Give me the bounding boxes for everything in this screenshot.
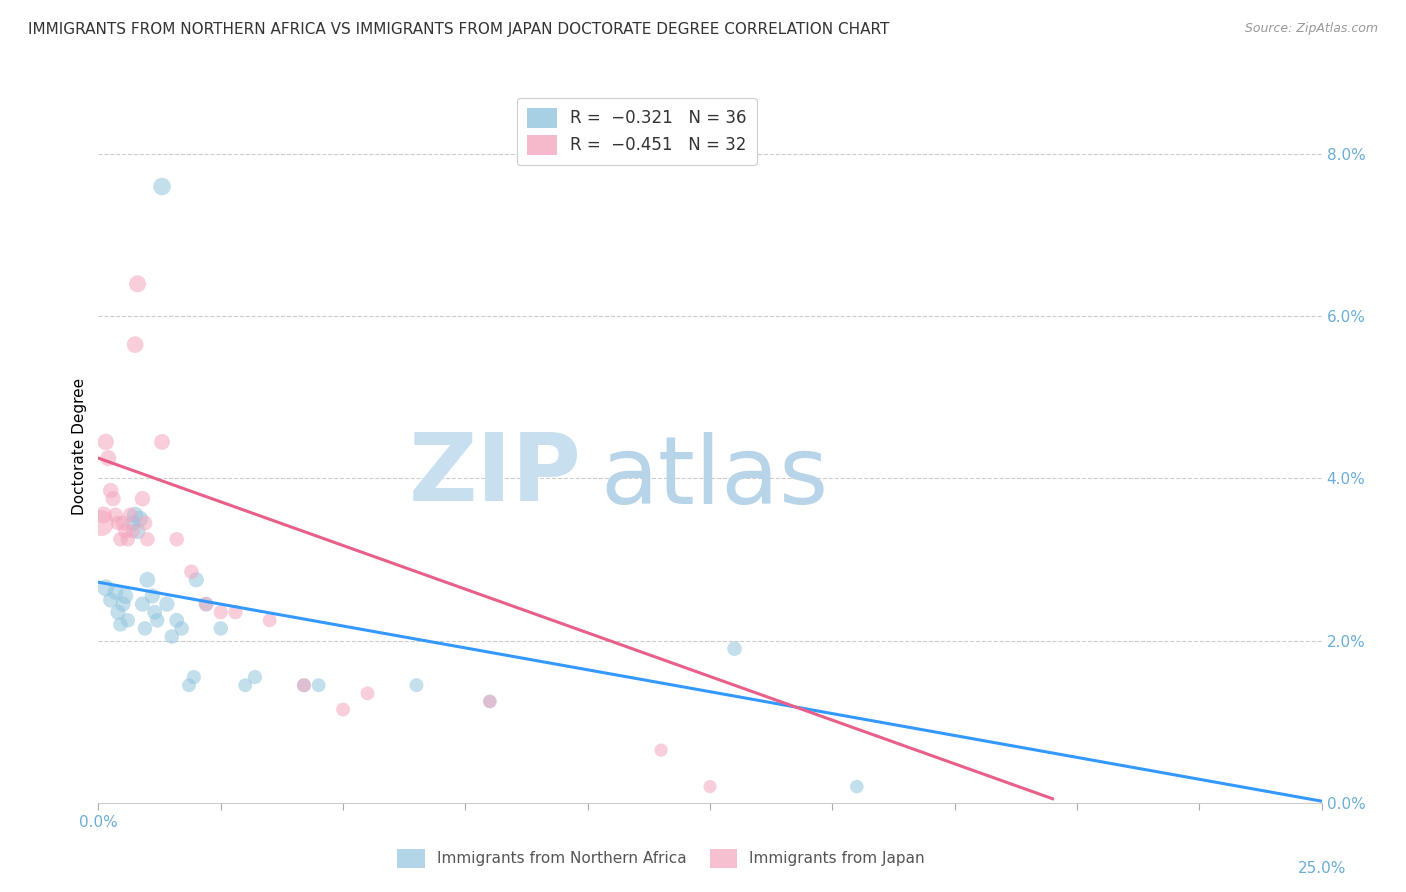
Point [91,508,114,522]
Point [90,516,112,530]
Text: ZIP: ZIP [409,428,582,521]
Point [129,512,152,526]
Point [233,678,256,692]
Point [143,605,166,619]
Point [723,641,745,656]
Point [94,434,117,449]
Point [136,533,159,547]
Point [124,508,146,522]
Point [100,593,122,607]
Point [134,516,156,530]
Point [146,613,169,627]
Point [117,613,139,627]
Point [292,678,315,692]
Point [209,605,232,619]
Point [356,686,378,700]
Point [111,516,134,530]
Point [127,524,149,538]
Point [131,491,153,506]
Point [104,585,127,599]
Text: atlas: atlas [600,432,828,524]
Point [845,780,868,794]
Text: 25.0%: 25.0% [1298,861,1346,876]
Point [195,597,218,611]
Point [209,622,232,636]
Text: IMMIGRANTS FROM NORTHERN AFRICA VS IMMIGRANTS FROM JAPAN DOCTORATE DEGREE CORREL: IMMIGRANTS FROM NORTHERN AFRICA VS IMMIG… [28,22,890,37]
Point [121,516,143,530]
Point [124,337,146,351]
Point [120,508,142,522]
Point [177,678,200,692]
Point [127,277,149,291]
Point [114,589,136,603]
Point [110,617,132,632]
Point [308,678,330,692]
Point [117,533,139,547]
Point [650,743,672,757]
Point [699,780,721,794]
Point [160,630,183,644]
Point [107,516,129,530]
Point [150,179,173,194]
Point [405,678,427,692]
Point [136,573,159,587]
Legend: Immigrants from Northern Africa, Immigrants from Japan: Immigrants from Northern Africa, Immigra… [391,843,931,873]
Point [94,581,117,595]
Point [114,524,136,538]
Point [478,694,501,708]
Point [478,694,501,708]
Point [180,565,202,579]
Point [141,589,163,603]
Point [97,451,120,466]
Point [243,670,266,684]
Point [104,508,127,522]
Point [224,605,246,619]
Text: Source: ZipAtlas.com: Source: ZipAtlas.com [1244,22,1378,36]
Point [101,491,124,506]
Point [332,702,354,716]
Point [150,434,173,449]
Point [131,597,153,611]
Y-axis label: Doctorate Degree: Doctorate Degree [72,377,87,515]
Point [292,678,315,692]
Point [134,622,156,636]
Point [195,597,218,611]
Point [183,670,205,684]
Point [156,597,179,611]
Point [111,597,134,611]
Point [166,533,188,547]
Point [107,605,129,619]
Point [121,524,143,538]
Point [166,613,188,627]
Point [186,573,208,587]
Point [259,613,281,627]
Point [100,483,122,498]
Point [170,622,193,636]
Point [110,533,132,547]
